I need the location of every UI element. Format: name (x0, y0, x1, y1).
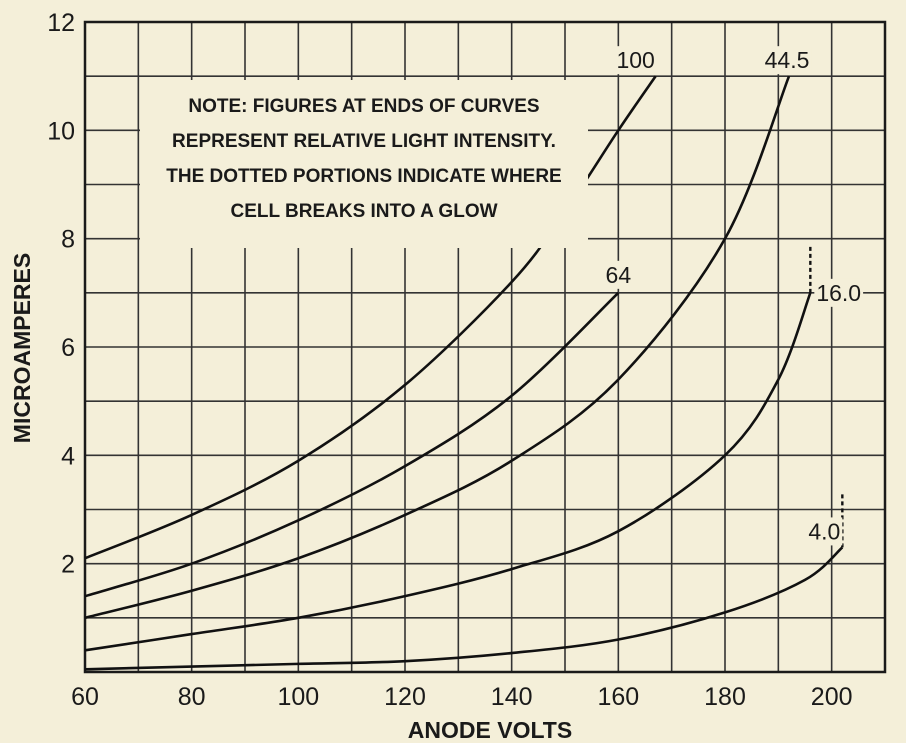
x-tick-label: 80 (178, 683, 206, 711)
y-tick-label: 2 (61, 551, 75, 579)
series-line-16.0 (84, 292, 812, 652)
x-tick-label: 160 (597, 683, 639, 711)
y-tick-label: 8 (61, 226, 75, 254)
y-tick-label: 12 (47, 9, 75, 37)
x-tick-label: 100 (277, 683, 319, 711)
curve-label-44.5: 44.5 (765, 47, 810, 73)
x-tick-label: 200 (811, 683, 853, 711)
curve-label-bg (762, 46, 812, 75)
note-line-4: CELL BREAKS INTO A GLOW (230, 201, 497, 222)
curve-label-64: 64 (606, 262, 632, 288)
series-line-100 (84, 75, 657, 560)
note-line-2: REPRESENT RELATIVE LIGHT INTENSITY. (172, 131, 556, 152)
curve-label-bg (806, 517, 843, 546)
series-line-64 (84, 291, 620, 598)
x-tick-label: 180 (704, 683, 746, 711)
curve-label-bg (603, 260, 634, 289)
y-tick-labels: 2 4 6 8 10 12 (47, 9, 75, 579)
plot-frame (83, 20, 887, 674)
series-lines (84, 75, 844, 671)
series-line-4.0 (84, 546, 844, 671)
x-tick-label: 60 (71, 683, 99, 711)
y-tick-label: 4 (61, 442, 75, 470)
note-line-1: NOTE: FIGURES AT ENDS OF CURVES (188, 96, 539, 117)
note-box (140, 80, 588, 248)
curve-labels: 100 64 44.5 16.0 4.0 (603, 46, 864, 546)
note-line-3: THE DOTTED PORTIONS INDICATE WHERE (166, 166, 561, 187)
x-tick-label: 120 (384, 683, 426, 711)
y-tick-label: 10 (47, 117, 75, 145)
curve-label-100: 100 (616, 47, 654, 73)
y-axis-title: MICROAMPERES (9, 253, 35, 443)
curve-label-bg (614, 46, 657, 75)
curve-label-4.0: 4.0 (808, 518, 840, 544)
curve-label-16.0: 16.0 (816, 280, 861, 306)
series-line-44.5 (84, 75, 791, 620)
y-tick-label: 6 (61, 334, 75, 362)
x-tick-labels: 60 80 100 120 140 160 180 200 (71, 683, 852, 711)
x-tick-label: 140 (491, 683, 533, 711)
curve-label-bg (814, 278, 864, 307)
x-axis-title: ANODE VOLTS (408, 717, 572, 743)
